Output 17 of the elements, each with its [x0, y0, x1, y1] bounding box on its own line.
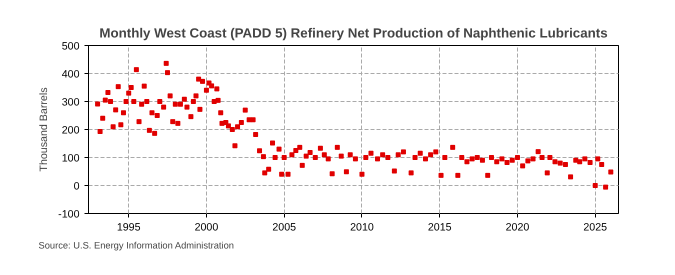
y-tick-label: 400: [62, 68, 80, 80]
x-tick-label: 2020: [506, 222, 530, 234]
chart-title: Monthly West Coast (PADD 5) Refinery Net Production of Naphthenic Lubricants: [99, 26, 608, 40]
y-tick-label: 500: [62, 40, 80, 52]
x-tick-label: 2000: [194, 222, 218, 234]
y-tick-label: 0: [74, 180, 80, 192]
x-tick-label: 2005: [272, 222, 296, 234]
x-tick-label: 1995: [116, 222, 141, 234]
y-tick-label: 300: [62, 96, 80, 108]
y-tick-label: 100: [62, 152, 80, 164]
y-axis-title: Thousand Barrels: [38, 87, 50, 172]
y-tick-label: 200: [62, 124, 80, 136]
y-tick-label: -100: [58, 208, 80, 220]
x-tick-label: 2025: [583, 222, 608, 234]
source-note: Source: U.S. Energy Information Administration: [38, 240, 234, 250]
x-tick-label: 2010: [350, 222, 374, 234]
x-tick-label: 2015: [428, 222, 452, 234]
